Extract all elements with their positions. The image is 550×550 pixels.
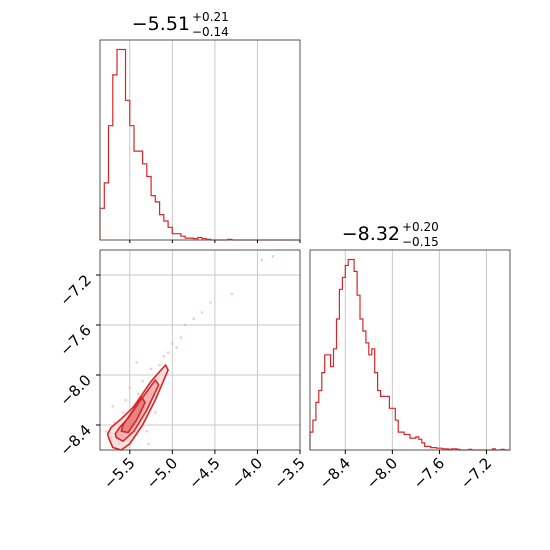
histogram-title-lower-error: −0.14: [192, 25, 229, 39]
scatter-panel-bottom-left: −5.5 −5.0 −4.5 −4.0 −3.5 −7.2 −7.6 −8.0 −8.4: [56, 249, 309, 493]
scatter-point: [179, 336, 183, 339]
histogram-title-upper-error: +0.20: [402, 220, 439, 234]
histogram-title-median: −8.32: [342, 223, 400, 245]
scatter-point: [121, 411, 125, 414]
scatter-point: [175, 346, 178, 349]
scatter-point: [171, 342, 174, 346]
scatter-point: [124, 398, 127, 402]
scatter-point: [166, 351, 170, 354]
histogram-title-upper-error: +0.21: [192, 10, 229, 24]
contour-inner: [120, 396, 146, 434]
scatter-point: [154, 411, 157, 414]
axes-frame: [99, 249, 301, 451]
scatter-point: [183, 323, 187, 327]
scatter-point: [111, 404, 115, 408]
scatter-point: [192, 317, 195, 321]
x-tick-label: −7.2: [457, 454, 495, 492]
histogram-panel-bottom-right: −8.32 +0.20−0.15 −8.4 −8.0 −7.6 −7.2: [309, 220, 511, 493]
x-tick-label: −5.5: [100, 454, 138, 492]
histogram-step: [309, 258, 510, 451]
scatter-point: [149, 367, 153, 371]
x-tick-label: −5.0: [143, 454, 181, 492]
scatter-point: [271, 254, 275, 258]
scatter-point: [141, 379, 144, 383]
axes-frame: [99, 39, 301, 241]
scatter-point: [230, 292, 234, 296]
y-tick-label: −7.6: [56, 321, 94, 359]
axes-frame: [309, 249, 511, 451]
scatter-point: [136, 392, 140, 396]
y-tick-label: −8.4: [56, 421, 94, 459]
histogram-title-lower-error: −0.15: [402, 235, 439, 249]
histogram-title-median: −5.51: [132, 13, 190, 35]
x-tick-label: −4.5: [185, 454, 223, 492]
scatter-point: [209, 301, 212, 304]
histogram-panel-top-left: −5.51 +0.21−0.14: [99, 10, 301, 243]
scatter-point: [104, 429, 108, 433]
scatter-point: [147, 442, 150, 446]
x-tick-label: −4.0: [228, 454, 266, 492]
scatter-point: [200, 311, 204, 314]
x-tick-label: −7.6: [410, 454, 448, 492]
y-tick-label: −8.0: [56, 371, 94, 409]
x-tick-label: −8.4: [316, 454, 354, 492]
scatter-point: [260, 258, 264, 262]
scatter-point: [135, 361, 138, 364]
scatter-point: [128, 386, 132, 389]
scatter-point: [162, 354, 166, 358]
x-tick-label: −8.0: [363, 454, 401, 492]
scatter-point: [145, 429, 149, 433]
scatter-point: [158, 363, 161, 367]
y-tick-label: −7.2: [56, 271, 94, 309]
x-tick-label: −3.5: [270, 454, 308, 492]
